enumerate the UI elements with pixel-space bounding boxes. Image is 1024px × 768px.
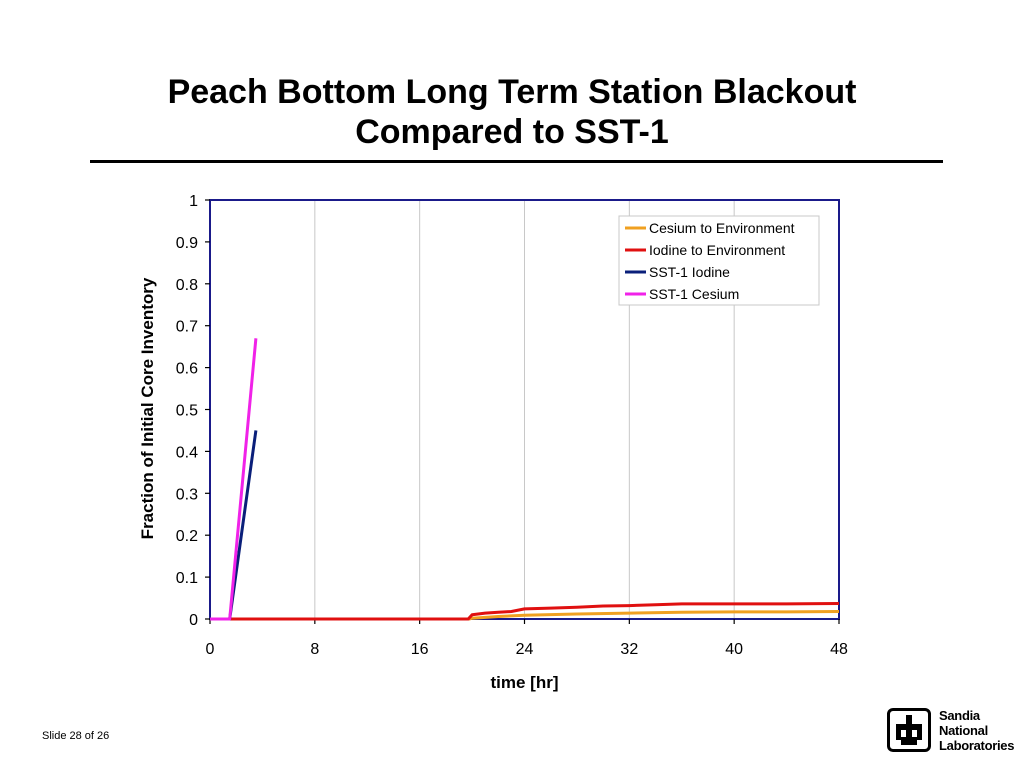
logo-text-line2: National — [939, 723, 988, 738]
slide-title-line1: Peach Bottom Long Term Station Blackout — [167, 73, 857, 111]
y-tick-label: 0.9 — [176, 235, 198, 252]
legend-label: Iodine to Environment — [649, 242, 785, 258]
x-tick-label: 16 — [411, 641, 429, 658]
y-tick-label: 0.6 — [176, 361, 198, 378]
y-tick-label: 0.5 — [176, 403, 198, 420]
series-line-2 — [210, 602, 840, 621]
x-tick-label: 32 — [620, 641, 638, 658]
y-axis-label: Fraction of Initial Core Inventory — [138, 277, 157, 539]
legend-label: SST-1 Cesium — [649, 286, 739, 302]
x-axis-label: time [hr] — [491, 673, 559, 692]
series-line-1 — [210, 610, 840, 621]
y-tick-label: 0.2 — [176, 528, 198, 545]
logo-text-line1: Sandia — [939, 708, 980, 723]
legend-box — [618, 215, 820, 306]
legend-label: Cesium to Environment — [649, 220, 795, 236]
y-tick-label: 0.4 — [176, 444, 198, 461]
slide-title: Peach Bottom Long Term Station Blackout … — [0, 72, 1024, 152]
slide-number: Slide 28 of 26 — [42, 730, 110, 742]
y-tick-label: 0.8 — [176, 277, 198, 294]
x-tick-label: 24 — [516, 641, 534, 658]
sandia-thunderbird-icon — [887, 708, 931, 752]
x-tick-label: 8 — [310, 641, 319, 658]
x-tick-label: 0 — [206, 641, 215, 658]
y-tick-label: 0.7 — [176, 319, 198, 336]
slide-title-line2: Compared to SST-1 — [355, 113, 669, 151]
title-divider — [90, 160, 943, 163]
sandia-logo: Sandia National Laboratories — [887, 706, 1015, 756]
legend-label: SST-1 Iodine — [649, 264, 730, 280]
x-tick-label: 40 — [725, 641, 743, 658]
series-line-4 — [210, 338, 258, 621]
y-tick-label: 0.3 — [176, 486, 198, 503]
y-tick-label: 0 — [189, 612, 198, 629]
y-tick-label: 1 — [189, 193, 198, 210]
y-tick-label: 0.1 — [176, 570, 198, 587]
x-tick-label: 48 — [830, 641, 848, 658]
logo-text-line3: Laboratories — [939, 738, 1015, 753]
